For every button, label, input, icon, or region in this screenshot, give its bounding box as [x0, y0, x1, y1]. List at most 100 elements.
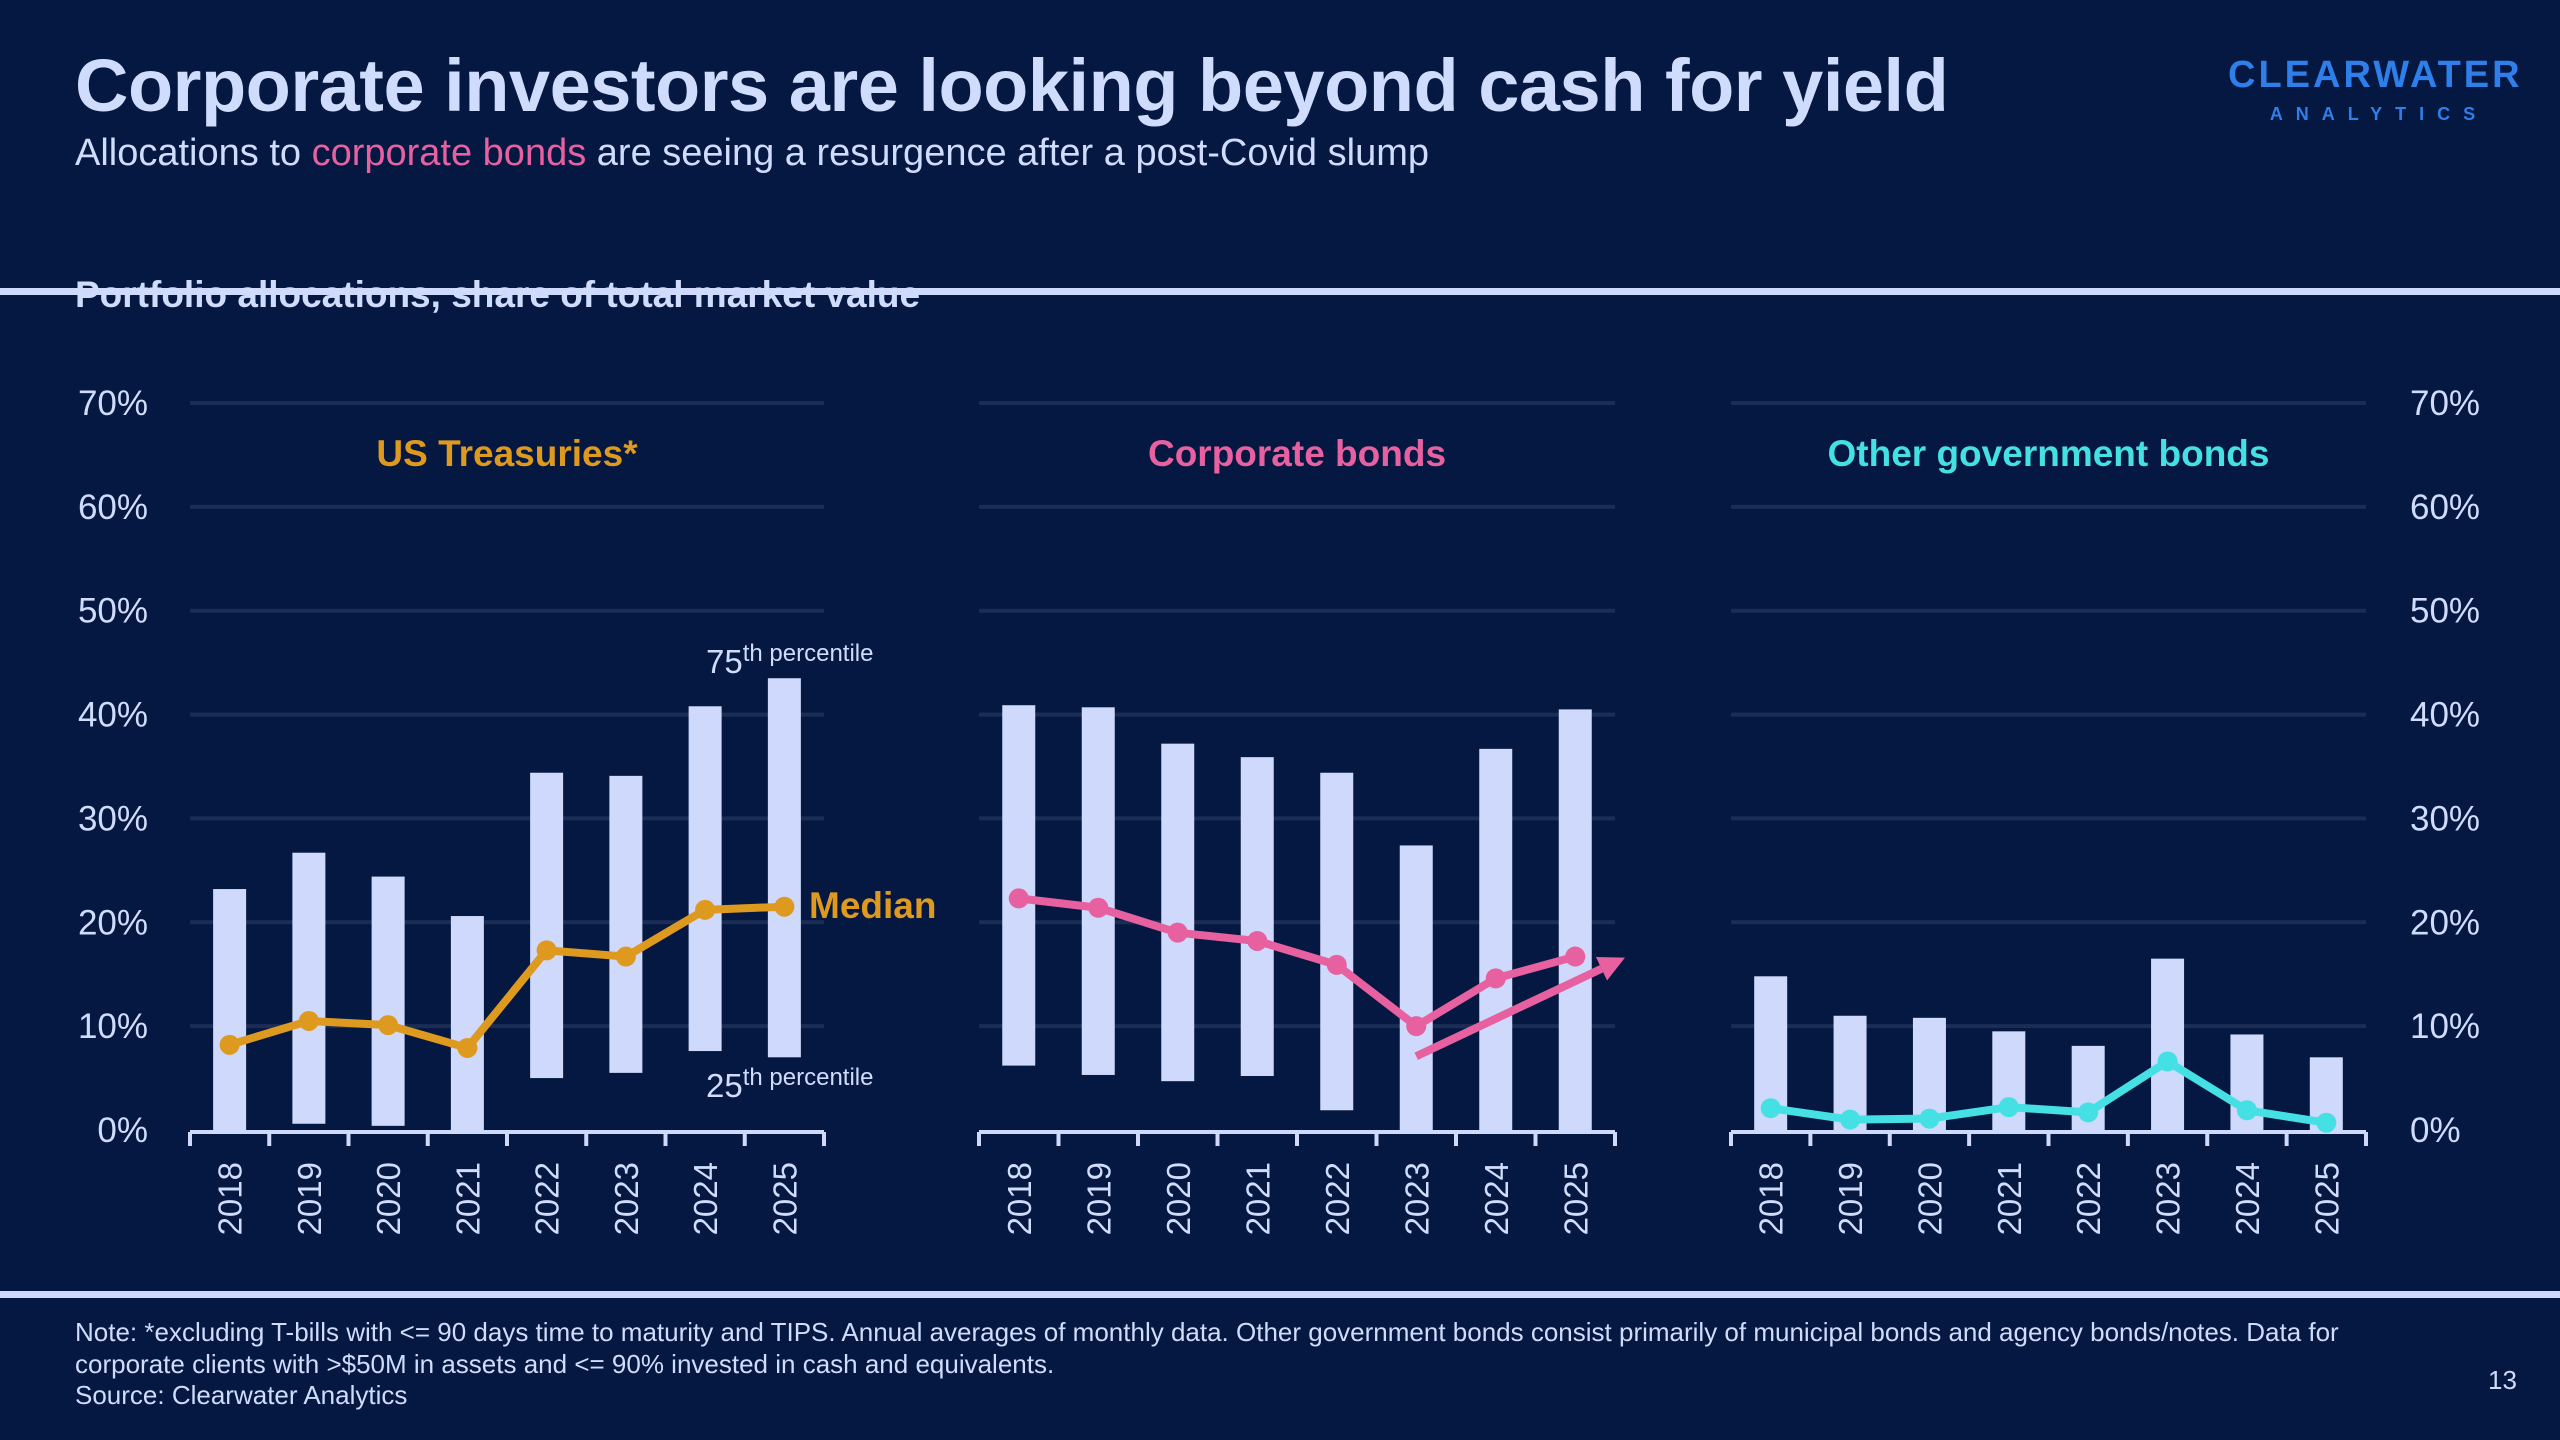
x-tick-label: 2023 [608, 1162, 645, 1235]
median-point-2024 [1485, 968, 1506, 989]
x-tick-label: 2022 [1319, 1162, 1356, 1235]
footer-divider [0, 1291, 2560, 1298]
y-tick-label-right: 10% [2410, 1007, 2480, 1046]
trend-arrow-head [1595, 956, 1625, 981]
x-tick-label: 2024 [1478, 1162, 1515, 1235]
range-bar-2023 [609, 775, 643, 1073]
y-tick-label-right: 30% [2410, 799, 2480, 838]
x-tick-label: 2019 [1080, 1162, 1117, 1235]
range-bar-2025 [767, 678, 801, 1058]
x-tick-label: 2021 [1239, 1162, 1276, 1235]
median-point-2021 [457, 1037, 478, 1058]
median-point-2021 [1247, 930, 1268, 951]
median-point-2019 [1840, 1109, 1861, 1130]
y-tick-label-left: 20% [78, 903, 148, 942]
subtitle-suffix: are seeing a resurgence after a post-Cov… [586, 132, 1429, 174]
median-point-2020 [1919, 1108, 1940, 1129]
median-point-2020 [378, 1015, 399, 1036]
clearwater-logo: CLEARWATER ANALYTICS [2228, 54, 2523, 125]
median-line [1770, 1057, 2327, 1127]
x-tick-label: 2018 [212, 1162, 249, 1235]
median-point-2022 [536, 940, 557, 961]
x-tick-label: 2020 [1911, 1162, 1948, 1235]
x-tick-label: 2019 [1832, 1162, 1869, 1235]
x-tick-label: 2024 [687, 1162, 724, 1235]
y-tick-label-right: 0% [2410, 1111, 2461, 1150]
p75-annotation-number: 75 [706, 643, 743, 680]
median-line [1018, 894, 1577, 1031]
y-tick-label-right: 40% [2410, 696, 2480, 735]
y-tick-label-right: 50% [2410, 592, 2480, 631]
y-tick-label-left: 60% [78, 488, 148, 527]
x-tick-label: 2018 [1753, 1162, 1790, 1235]
trend-arrow-shaft [1414, 965, 1604, 1060]
footnote: Note: *excluding T-bills with <= 90 days… [75, 1317, 2339, 1379]
median-point-2023 [2157, 1051, 2178, 1072]
x-tick-label: 2025 [766, 1162, 803, 1235]
p25-annotation-text: percentile [763, 1064, 874, 1091]
x-tick-label: 2024 [2229, 1162, 2266, 1235]
x-tick-label: 2020 [1160, 1162, 1197, 1235]
range-bar-2024 [688, 706, 722, 1052]
source-note: Source: Clearwater Analytics [75, 1380, 408, 1410]
logo-wordmark: CLEARWATER [2228, 54, 2523, 96]
median-point-2024 [695, 899, 716, 920]
range-bar-2023 [1399, 845, 1433, 1130]
range-bar-2025 [1558, 709, 1592, 1130]
range-bar-2022 [530, 772, 564, 1079]
median-point-2025 [1565, 946, 1586, 967]
median-point-2018 [1008, 888, 1029, 909]
p75-annotation: 75th percentile [706, 640, 873, 680]
logo-tagline: ANALYTICS [2269, 104, 2489, 124]
subtitle-highlight: corporate bonds [311, 132, 587, 174]
x-tick-label: 2025 [1557, 1162, 1594, 1235]
median-point-2025 [2316, 1112, 2337, 1133]
y-tick-label-right: 60% [2410, 488, 2480, 527]
page-title: Corporate investors are looking beyond c… [75, 44, 1949, 127]
median-point-2024 [2236, 1100, 2257, 1121]
range-bar-2021 [1240, 757, 1274, 1076]
p25-annotation-number: 25 [706, 1067, 743, 1104]
y-tick-label-left: 10% [78, 1007, 148, 1046]
panel-title: Corporate bonds [1148, 433, 1446, 474]
x-tick-label: 2023 [1398, 1162, 1435, 1235]
x-tick-label: 2021 [449, 1162, 486, 1235]
page-subtitle: Allocations to corporate bonds are seein… [75, 132, 1429, 175]
x-tick-label: 2021 [1991, 1162, 2028, 1235]
median-point-2020 [1167, 922, 1188, 943]
median-point-2023 [1406, 1016, 1427, 1037]
x-tick-label: 2019 [291, 1162, 328, 1235]
subtitle-prefix: Allocations to [75, 132, 312, 174]
range-bar-2020 [1161, 743, 1195, 1082]
median-point-2019 [1088, 897, 1109, 918]
median-point-2023 [615, 946, 636, 967]
y-tick-label-left: 50% [78, 592, 148, 631]
header-divider [0, 288, 2560, 295]
x-tick-label: 2025 [2308, 1162, 2345, 1235]
p25-annotation-superscript: th [743, 1064, 763, 1091]
range-bar-2018 [213, 889, 247, 1130]
x-tick-label: 2022 [2070, 1162, 2107, 1235]
median-point-2018 [1760, 1098, 1781, 1119]
y-tick-label-left: 70% [78, 384, 148, 423]
range-bar-2024 [1479, 748, 1513, 1130]
range-bar-2020 [371, 876, 405, 1126]
p75-annotation-superscript: th [743, 640, 763, 667]
range-bar-2023 [2151, 958, 2185, 1130]
panel-title: Other government bonds [1828, 433, 2270, 474]
y-tick-label-left: 0% [97, 1111, 148, 1150]
median-annotation: Median [809, 885, 936, 926]
range-bar-2022 [1320, 772, 1354, 1111]
median-line [228, 902, 785, 1052]
y-tick-label-left: 30% [78, 799, 148, 838]
page-number: 13 [2488, 1365, 2517, 1395]
x-tick-label: 2022 [529, 1162, 566, 1235]
p75-annotation-text: percentile [763, 640, 874, 667]
median-point-2022 [1326, 954, 1347, 975]
range-bar-2018 [1002, 705, 1036, 1066]
range-bar-2021 [450, 916, 484, 1130]
y-tick-label-right: 20% [2410, 903, 2480, 942]
median-point-2025 [774, 896, 795, 917]
allocation-chart: 0% 0% 10% 10% 20% 20% 30% 30% 40% 40% 50% 50% 60% 60%… [78, 384, 2480, 1235]
x-tick-label: 2020 [370, 1162, 407, 1235]
